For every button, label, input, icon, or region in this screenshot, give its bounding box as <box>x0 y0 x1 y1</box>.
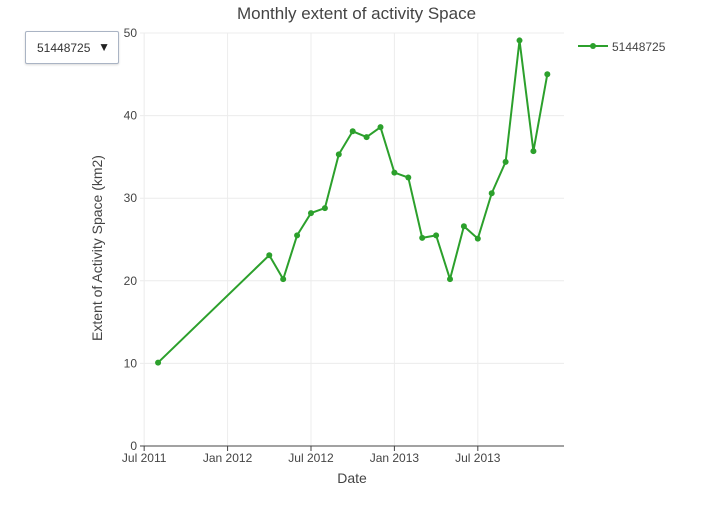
x-axis-label: Date <box>337 470 367 486</box>
data-point <box>363 134 370 141</box>
x-tick-label: Jan 2012 <box>203 451 253 465</box>
data-point <box>321 205 328 212</box>
data-point <box>377 124 384 131</box>
x-tick-label: Jan 2013 <box>370 451 420 465</box>
y-tick-label: 30 <box>124 191 138 205</box>
series-line <box>157 39 549 364</box>
data-point <box>530 148 537 155</box>
data-point <box>155 359 162 366</box>
y-tick-label: 20 <box>124 274 138 288</box>
x-tick-label: Jul 2011 <box>122 451 167 465</box>
y-tick-label: 40 <box>124 109 138 123</box>
data-point <box>280 276 287 283</box>
data-point <box>544 71 551 78</box>
x-tick-label: Jul 2013 <box>455 451 501 465</box>
data-point <box>447 276 454 283</box>
caret-down-icon: ▼ <box>98 40 110 54</box>
y-tick-label: 0 <box>130 439 137 453</box>
tick-labels: 0 10 20 30 40 50 Jul 2011 Jan 2012 Jul 2012 Jan 2… <box>122 26 501 465</box>
legend-label: 51448725 <box>612 40 666 54</box>
data-point <box>488 190 495 197</box>
x-tick-label: Jul 2012 <box>288 451 334 465</box>
y-tick-label: 10 <box>124 356 138 370</box>
data-point <box>405 174 412 181</box>
gridlines <box>140 32 564 446</box>
data-point <box>391 169 398 176</box>
y-tick-label: 50 <box>124 26 138 40</box>
legend-line-marker-icon <box>578 43 608 49</box>
data-point <box>460 223 467 230</box>
y-axis-label: Extent of Activity Space (km2) <box>89 155 105 341</box>
chart-title: Monthly extent of activity Space <box>236 4 477 23</box>
series-dropdown[interactable]: 51448725 ▼ <box>25 31 119 64</box>
data-point <box>335 151 342 158</box>
data-point <box>266 252 273 259</box>
data-point <box>419 234 426 241</box>
axes <box>140 445 564 451</box>
data-point <box>502 158 509 165</box>
data-point <box>294 232 301 239</box>
series-group <box>155 37 551 366</box>
data-point <box>307 210 314 217</box>
data-point <box>433 232 440 239</box>
data-point <box>474 235 481 242</box>
data-point <box>516 37 523 44</box>
data-point <box>349 128 356 135</box>
dropdown-selected-value: 51448725 <box>37 41 91 55</box>
